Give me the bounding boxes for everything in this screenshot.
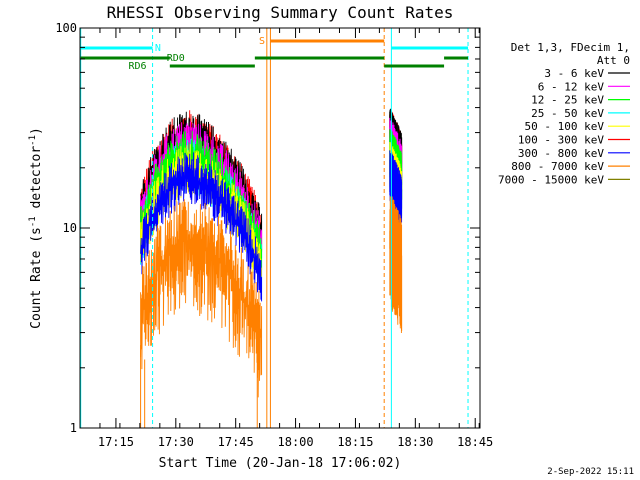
y-axis-label-mid: detector	[29, 146, 44, 217]
series-7-trace	[140, 199, 263, 398]
series-6-trace	[140, 152, 263, 302]
axes: 1 10 100 17:15 17:30 17:45 18:00 18:15 18:30 18:4…	[55, 21, 493, 449]
y-axis-label: Count Rate (s-1 detector-1)	[28, 127, 44, 329]
orange-drop-lines	[140, 345, 258, 428]
y-axis-label-end: )	[29, 127, 44, 135]
decim-label-rd0: RD0	[167, 53, 185, 64]
x-tick-label-0: 17:15	[98, 435, 134, 449]
x-tick-label-6: 18:45	[457, 435, 493, 449]
plot-frame	[79, 27, 481, 429]
y-tick-label-1: 10	[63, 221, 77, 235]
footer-date: 2-Sep-2022 15:11	[547, 467, 634, 477]
legend-label-8: 7000 - 15000 keV	[498, 173, 604, 186]
svg-text:Count Rate (s-1 detector-1): Count Rate (s-1 detector-1)	[28, 127, 44, 329]
legend-label-6: 300 - 800 keV	[518, 147, 604, 160]
legend-header-0: Det 1,3, FDecim 1,	[511, 41, 630, 54]
x-axis-label: Start Time (20-Jan-18 17:06:02)	[159, 456, 402, 471]
legend-label-5: 100 - 300 keV	[518, 134, 604, 147]
plot-area: N S RD0 RD6	[80, 28, 469, 428]
legend-label-2: 12 - 25 keV	[531, 94, 604, 107]
legend-label-1: 6 - 12 keV	[538, 80, 605, 93]
x-tick-label-2: 17:45	[218, 435, 254, 449]
legend-header-1: Att 0	[597, 54, 630, 67]
y-axis-label-main: Count Rate (s	[29, 227, 44, 329]
legend-label-7: 800 - 7000 keV	[511, 160, 604, 173]
y-tick-label-2: 100	[55, 21, 77, 35]
x-tick-label-4: 18:15	[337, 435, 373, 449]
chart-title: RHESSI Observing Summary Count Rates	[107, 3, 454, 22]
y-axis-label-sup-2: -1	[28, 135, 38, 146]
decim-label-rd6: RD6	[128, 61, 146, 72]
x-tick-label-5: 18:30	[397, 435, 433, 449]
x-tick-label-1: 17:30	[158, 435, 194, 449]
x-tick-label-3: 18:00	[278, 435, 314, 449]
legend-label-0: 3 - 6 keV	[544, 67, 604, 80]
night-label: N	[155, 43, 161, 54]
saa-label: S	[259, 36, 265, 47]
legend-label-4: 50 - 100 keV	[525, 120, 605, 133]
legend-label-3: 25 - 50 keV	[531, 107, 604, 120]
y-axis-label-sup-1: -1	[28, 216, 38, 227]
y-tick-label-0: 1	[70, 421, 77, 435]
